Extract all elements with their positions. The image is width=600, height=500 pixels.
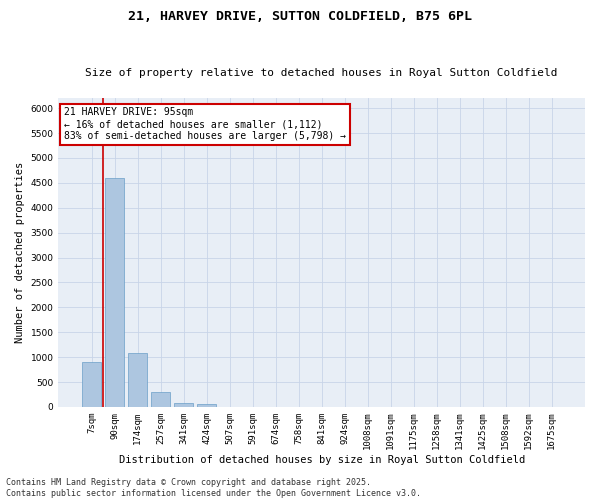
- Text: 21 HARVEY DRIVE: 95sqm
← 16% of detached houses are smaller (1,112)
83% of semi-: 21 HARVEY DRIVE: 95sqm ← 16% of detached…: [64, 108, 346, 140]
- Text: Contains HM Land Registry data © Crown copyright and database right 2025.
Contai: Contains HM Land Registry data © Crown c…: [6, 478, 421, 498]
- Title: Size of property relative to detached houses in Royal Sutton Coldfield: Size of property relative to detached ho…: [85, 68, 558, 78]
- Bar: [197, 404, 216, 407]
- Bar: [82, 362, 101, 407]
- Bar: [151, 392, 170, 407]
- X-axis label: Distribution of detached houses by size in Royal Sutton Coldfield: Distribution of detached houses by size …: [119, 455, 525, 465]
- Bar: [128, 352, 147, 407]
- Bar: [106, 178, 124, 407]
- Y-axis label: Number of detached properties: Number of detached properties: [15, 162, 25, 343]
- Text: 21, HARVEY DRIVE, SUTTON COLDFIELD, B75 6PL: 21, HARVEY DRIVE, SUTTON COLDFIELD, B75 …: [128, 10, 472, 23]
- Bar: [175, 402, 193, 407]
